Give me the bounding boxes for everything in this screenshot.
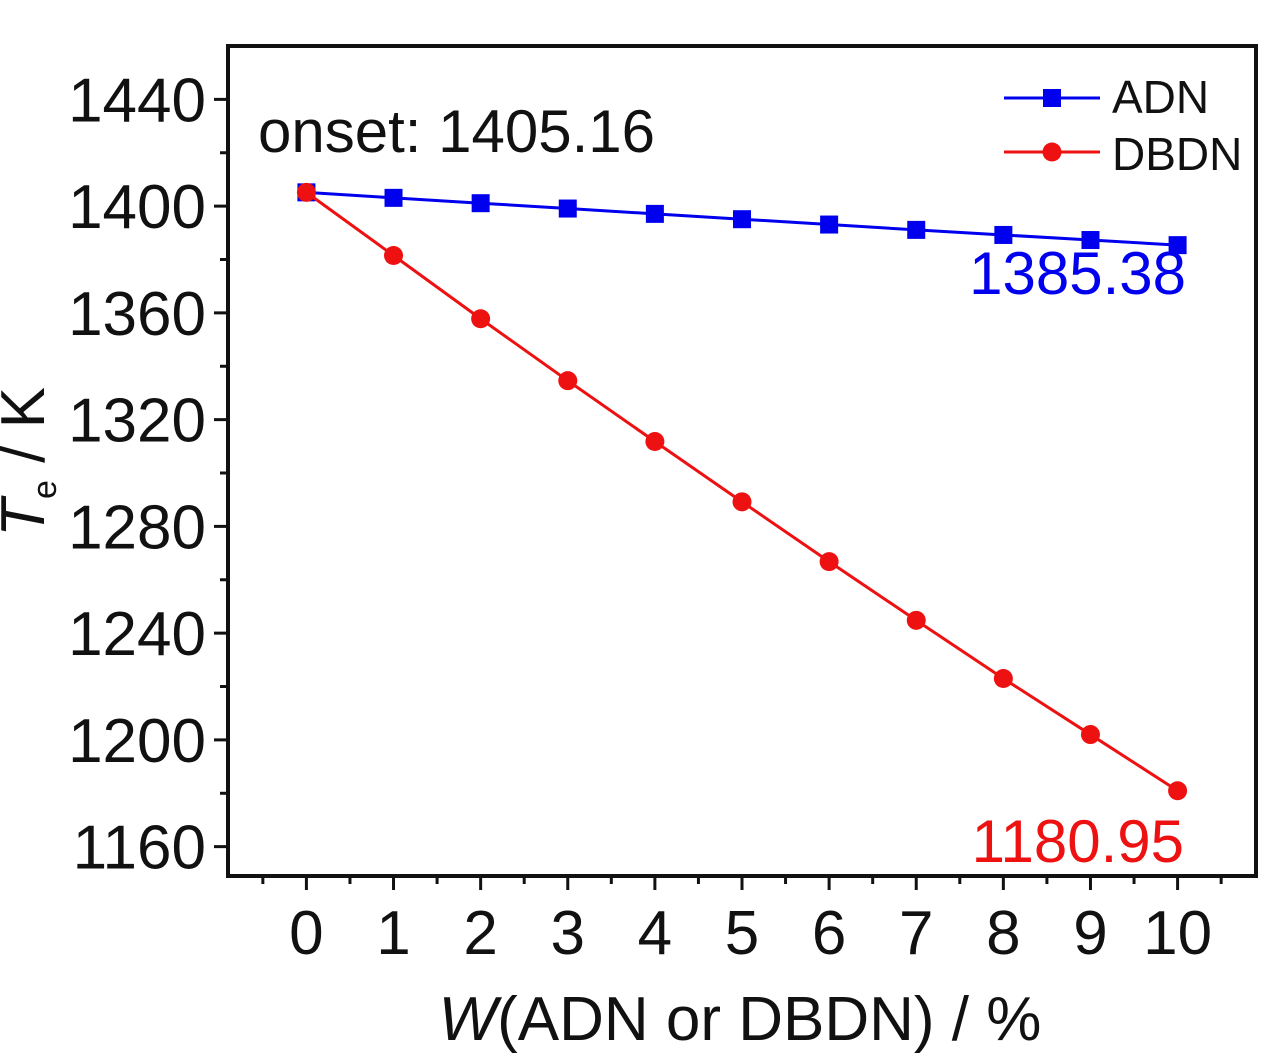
x-tick-label: 10 — [1143, 899, 1212, 968]
y-axis: 1160 1200 1240 1280 1320 1360 1400 1440 — [68, 66, 228, 883]
x-tick-label: 8 — [986, 899, 1020, 968]
data-point-adn — [645, 204, 664, 223]
y-tick-label: 1240 — [68, 600, 206, 669]
legend-marker-dbdn — [1042, 142, 1062, 162]
x-tick-label: 3 — [551, 899, 585, 968]
x-axis-title-rest: (ADN or DBDN) / % — [497, 985, 1041, 1054]
data-point-dbdn — [1080, 725, 1100, 745]
onset-annotation: onset: 1405.16 — [258, 98, 655, 165]
data-point-dbdn — [384, 246, 404, 266]
data-point-dbdn — [1168, 781, 1188, 801]
data-point-adn — [820, 215, 839, 234]
data-point-adn — [907, 220, 926, 239]
data-point-adn — [471, 194, 490, 213]
data-point-dbdn — [558, 371, 578, 391]
data-point-dbdn — [471, 309, 491, 329]
x-tick-label: 1 — [376, 899, 410, 968]
data-point-dbdn — [819, 552, 839, 572]
x-axis: 0 1 2 3 4 5 6 7 8 9 10 — [261, 876, 1223, 968]
plot-frame — [226, 44, 1258, 878]
y-tick-label: 1360 — [68, 280, 206, 349]
adn-end-annotation: 1385.38 — [969, 240, 1186, 307]
data-point-adn — [558, 199, 577, 218]
data-point-dbdn — [993, 669, 1013, 689]
x-tick-label: 7 — [899, 899, 933, 968]
data-point-dbdn — [732, 492, 752, 512]
x-tick-label: 0 — [289, 899, 323, 968]
data-point-adn — [994, 225, 1013, 244]
data-point-adn — [733, 210, 751, 229]
data-point-adn — [1168, 236, 1187, 255]
series-layer — [296, 182, 1188, 801]
data-point-adn — [1081, 231, 1100, 250]
y-axis-title-sub: e — [26, 480, 64, 499]
x-axis-title: W(ADN or DBDN) / % — [439, 985, 1042, 1054]
data-point-dbdn — [906, 610, 926, 630]
y-tick-label: 1160 — [73, 814, 206, 883]
legend-marker-adn — [1043, 89, 1061, 107]
y-tick-label: 1280 — [68, 493, 206, 562]
data-point-adn — [384, 188, 403, 207]
y-axis-title: Te / K — [0, 387, 64, 537]
legend: ADN DBDN — [1004, 71, 1242, 180]
y-axis-title-italic: T — [0, 495, 58, 537]
y-tick-label: 1320 — [68, 387, 206, 456]
x-tick-label: 4 — [638, 899, 672, 968]
data-point-dbdn — [296, 182, 316, 202]
legend-label-dbdn: DBDN — [1112, 128, 1242, 180]
y-axis-title-rest: / K — [0, 387, 58, 480]
data-point-dbdn — [645, 432, 665, 452]
y-tick-label: 1400 — [68, 173, 206, 242]
y-tick-label: 1200 — [68, 707, 206, 776]
x-tick-label: 6 — [812, 899, 846, 968]
x-tick-label: 2 — [463, 899, 497, 968]
legend-label-adn: ADN — [1112, 71, 1209, 123]
dbdn-end-annotation: 1180.95 — [972, 808, 1184, 875]
y-tick-label: 1440 — [68, 66, 206, 135]
x-tick-label: 9 — [1073, 899, 1107, 968]
x-axis-title-italic: W — [439, 985, 503, 1054]
x-tick-label: 5 — [725, 899, 759, 968]
